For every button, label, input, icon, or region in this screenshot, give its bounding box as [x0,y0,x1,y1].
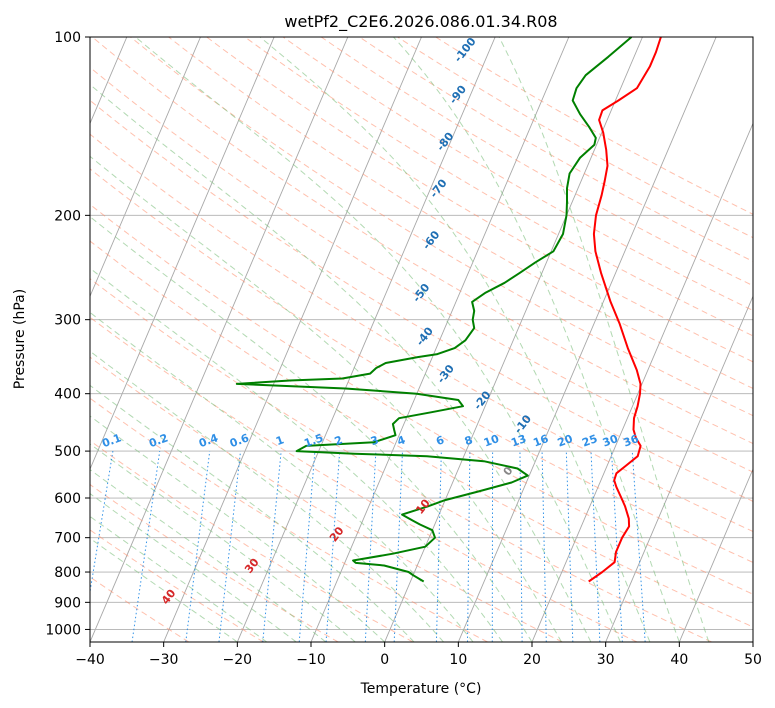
dry-adiabat-line [90,278,712,642]
temperature-profile-line [588,37,662,583]
mixing-ratio-label: 0.2 [147,431,170,450]
moist-adiabat-line [90,493,297,642]
mixing-ratio-label: 1 [274,433,286,448]
mixing-ratio-label: 13 [509,432,528,449]
dry-adiabat-line [90,316,638,642]
dry-adiabat-line [90,240,753,628]
moist-adiabat-line [90,537,238,642]
dry-adiabat-line [90,356,563,642]
mixing-ratio-label: 16 [531,432,550,450]
mixing-ratio-label: 4 [395,433,407,448]
moist-adiabat-line [90,267,503,642]
dry-adiabat-line [282,37,753,312]
mixing-ratio-label: 0.4 [197,431,220,450]
moist-adiabat-line [90,515,268,642]
y-tick-label: 300 [54,313,81,329]
isotherm-line [678,467,753,642]
moist-adiabat-line [135,37,621,642]
mixing-ratio-line [218,451,242,642]
isotherm-line [457,37,717,642]
moist-adiabat-line [498,37,710,642]
mixing-ratio-label: 0.1 [100,431,123,450]
x-tick-label: −40 [75,652,105,668]
dry-adiabat-line [90,99,753,502]
dry-adiabat-line [90,168,753,563]
dry-adiabat-line [168,37,753,389]
moist-adiabat-line [90,384,415,642]
plot-frame [89,36,754,643]
y-tick-label: 500 [54,444,81,460]
mixing-ratio-line [185,451,211,642]
y-tick-label: 400 [54,387,81,403]
moist-adiabat-line [393,37,680,642]
moist-adiabat-line [90,468,327,642]
x-tick-label: −10 [296,652,326,668]
x-tick-label: 30 [597,652,615,668]
dry-adiabat-line [91,37,753,445]
isotherm-line [605,295,753,642]
moist-adiabat-line [90,350,444,642]
x-tick-label: 50 [744,652,762,668]
x-tick-label: 0 [380,652,389,668]
mixing-ratio-label: 2 [333,433,345,448]
x-tick-label: 40 [670,652,688,668]
isotherm-line [163,37,422,642]
dry-adiabat-line [90,483,339,642]
mixing-ratio-label: 25 [580,432,599,449]
isotherm-line [384,37,643,642]
moist-adiabat-line [90,311,474,642]
dry-adiabat-line [90,203,753,595]
dry-adiabat-line [244,37,753,337]
y-tick-label: 600 [54,491,81,507]
mixing-ratio-label: 8 [463,433,475,448]
mixing-ratio-label: 0.6 [228,431,251,450]
mixing-ratio-label: 1.5 [302,431,325,450]
x-axis-label: Temperature (°C) [360,681,482,697]
mixing-ratio-label: 10 [482,432,501,450]
y-tick-label: 100 [54,30,81,46]
moist-adiabat-line [259,37,651,642]
mixing-ratio-label: 30 [601,432,620,450]
dewpoint-profile-line [235,37,633,583]
x-tick-label: 10 [449,652,467,668]
x-tick-label: −30 [149,652,179,668]
y-tick-label: 800 [54,565,81,581]
moist-adiabat-line [90,415,386,642]
y-tick-label: 200 [54,208,81,224]
moist-adiabat-line [90,216,533,642]
mixing-ratio-label: 36 [622,432,641,450]
x-tick-label: −20 [223,652,253,668]
isotherm-line [90,37,349,642]
dry-adiabat-line [90,529,264,642]
isotherm-line [90,37,201,298]
y-tick-label: 900 [54,595,81,611]
chart-title: wetPf2_C2E6.2026.086.01.34.R08 [284,12,557,32]
y-axis-label: Pressure (hPa) [12,289,28,389]
mixing-ratio-label: 3 [369,433,381,448]
isotherm-line [90,37,275,471]
isotherm-line [236,37,496,642]
y-tick-label: 1000 [45,622,81,638]
mixing-ratio-line [90,451,114,595]
mixing-ratio-label: 20 [556,432,575,450]
moist-adiabat-line [90,155,562,642]
dry-adiabat-line [130,37,753,417]
mixing-ratio-label: 6 [434,433,446,448]
mixing-ratio-line [131,451,161,642]
x-tick-label: 20 [523,652,541,668]
y-tick-label: 700 [54,531,81,547]
